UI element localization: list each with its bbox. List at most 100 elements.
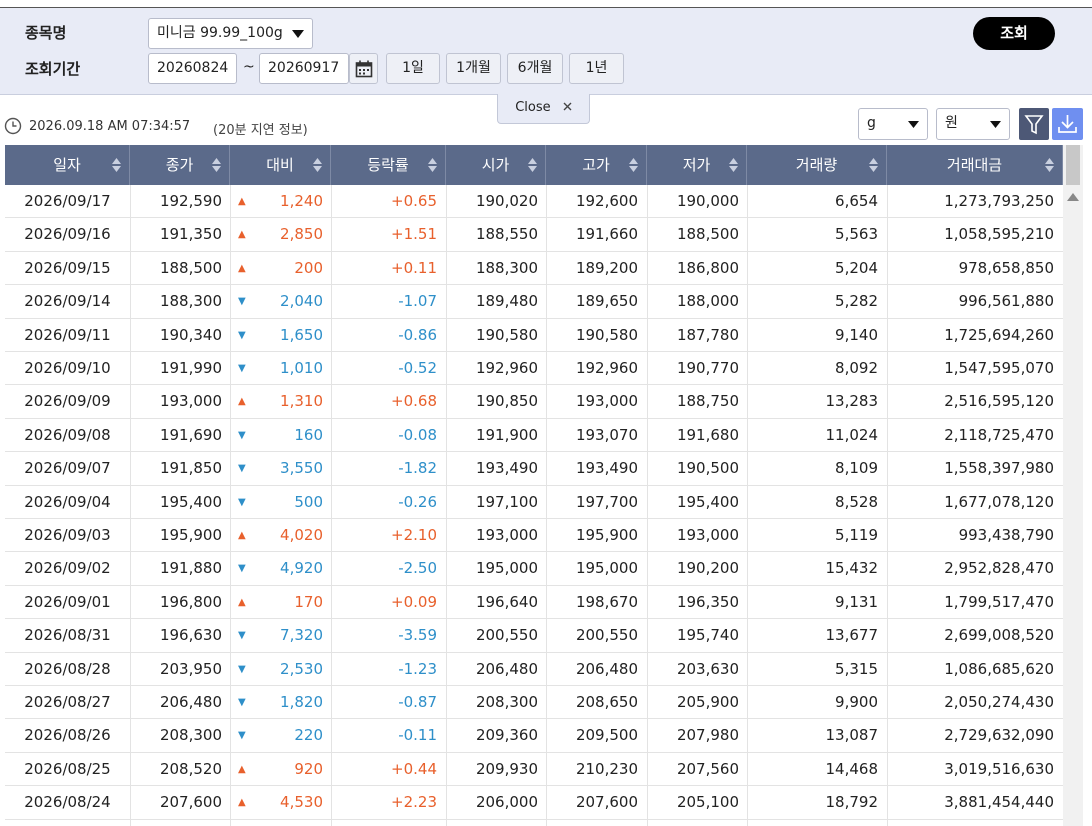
table-cell: 2026/08/26	[24, 726, 111, 745]
sort-icon[interactable]	[313, 158, 322, 172]
direction-arrow: ▲	[238, 196, 246, 207]
direction-arrow: ▼	[238, 663, 246, 675]
table-cell: 207,980	[676, 726, 739, 745]
range-button[interactable]: 1일	[386, 53, 440, 84]
table-cell: 5,119	[835, 526, 878, 544]
table-cell: 196,630	[159, 626, 222, 645]
sort-icon[interactable]	[629, 158, 638, 172]
table-cell: 2026/08/28	[24, 659, 111, 678]
table-cell: 189,480	[475, 292, 538, 311]
column-divider	[230, 185, 231, 826]
column-divider	[747, 185, 748, 826]
table-cell: +1.51	[391, 225, 437, 244]
table-cell: 1,058,595,210	[944, 225, 1054, 244]
column-header[interactable]: 시가	[446, 145, 546, 185]
table-cell: 193,000	[575, 392, 638, 411]
item-select[interactable]: 미니금 99.99_100g	[148, 18, 313, 49]
direction-arrow: ▲	[238, 596, 246, 608]
scroll-up-arrow[interactable]	[1067, 193, 1079, 201]
currency-select[interactable]: 원	[936, 108, 1010, 140]
table-cell: 14,468	[825, 759, 879, 778]
date-to[interactable]: 20260917	[259, 53, 349, 84]
column-header[interactable]: 대비	[230, 145, 331, 185]
range-button[interactable]: 1년	[569, 53, 624, 84]
column-header[interactable]: 거래량	[747, 145, 887, 185]
table-cell: 190,850	[475, 392, 538, 411]
table-row	[5, 552, 1063, 586]
column-header[interactable]: 고가	[546, 145, 647, 185]
column-header[interactable]: 일자	[5, 145, 130, 185]
column-header[interactable]: 종가	[130, 145, 230, 185]
direction-arrow: ▲	[238, 763, 246, 775]
direction-arrow: ▼	[238, 563, 246, 575]
table-cell: 2026/09/03	[24, 526, 111, 544]
table-cell: 205,100	[676, 793, 739, 812]
direction-arrow: ▼	[238, 296, 246, 308]
table-cell: 188,000	[676, 292, 739, 311]
table-cell: 197,100	[475, 492, 538, 511]
table-cell: 3,881,454,440	[944, 793, 1054, 812]
table-cell: 191,690	[159, 425, 222, 444]
table-cell: 193,000	[676, 526, 739, 544]
table-cell: 191,990	[159, 359, 222, 377]
table-cell: +0.65	[391, 192, 437, 210]
table-cell: -0.86	[398, 325, 437, 344]
column-header[interactable]: 거래대금	[887, 145, 1063, 185]
table-cell: 1,799,517,470	[944, 592, 1054, 611]
close-tab[interactable]: Close	[497, 94, 590, 124]
column-divider	[887, 185, 888, 826]
sort-icon[interactable]	[869, 158, 878, 172]
table-cell: 2026/08/24	[24, 793, 111, 812]
table-cell: 4,920	[280, 559, 323, 578]
table-cell: 191,900	[475, 425, 538, 444]
direction-arrow: ▲	[238, 530, 246, 541]
dropdown-icon	[292, 30, 304, 38]
table-cell: 189,650	[575, 292, 638, 311]
range-button[interactable]: 1개월	[446, 53, 501, 84]
range-button[interactable]: 6개월	[507, 53, 563, 84]
table-cell: -0.52	[398, 359, 437, 377]
delay-note: (20분 지연 정보)	[213, 123, 308, 138]
table-cell: 206,480	[159, 693, 222, 711]
table-cell: 2026/08/25	[24, 759, 111, 778]
table-cell: 190,200	[676, 559, 739, 578]
sort-icon[interactable]	[212, 158, 221, 172]
query-button[interactable]: 조회	[973, 17, 1055, 50]
table-cell: 2026/09/08	[24, 425, 111, 444]
table-cell: 191,350	[159, 225, 222, 244]
dropdown-icon	[908, 121, 919, 128]
sort-icon[interactable]	[729, 158, 738, 172]
table-cell: 2026/09/02	[24, 559, 111, 578]
column-divider	[130, 185, 131, 826]
table-cell: 200,550	[475, 626, 538, 645]
table-cell: 195,900	[159, 526, 222, 544]
column-header[interactable]: 등락률	[331, 145, 446, 185]
table-cell: +2.10	[391, 526, 437, 544]
column-header[interactable]: 저가	[647, 145, 747, 185]
sort-icon[interactable]	[428, 158, 437, 172]
download-button[interactable]	[1052, 108, 1083, 140]
table-cell: 209,360	[475, 726, 538, 745]
unit-select[interactable]: g	[858, 108, 928, 140]
sort-icon[interactable]	[112, 158, 121, 172]
table-cell: 196,800	[159, 592, 222, 611]
scroll-thumb[interactable]	[1066, 145, 1080, 185]
table-cell: 2,050,274,430	[944, 693, 1054, 711]
table-cell: 9,140	[835, 325, 878, 344]
table-cell: 160	[294, 425, 323, 444]
table-row	[5, 185, 1063, 219]
table-cell: 208,300	[159, 726, 222, 745]
table-cell: 205,900	[676, 693, 739, 711]
column-divider	[446, 185, 447, 826]
table-cell: 2026/09/04	[24, 492, 111, 511]
calendar-button[interactable]	[349, 53, 378, 84]
table-cell: 13,677	[825, 626, 879, 645]
table-cell: 4,020	[280, 526, 323, 544]
date-from[interactable]: 20260824	[148, 53, 237, 84]
scrollbar[interactable]	[1063, 145, 1083, 826]
filter-button[interactable]	[1019, 108, 1049, 140]
sort-icon[interactable]	[528, 158, 537, 172]
sort-icon[interactable]	[1045, 158, 1054, 172]
table-cell: 196,350	[676, 592, 739, 611]
table-row	[5, 586, 1063, 620]
